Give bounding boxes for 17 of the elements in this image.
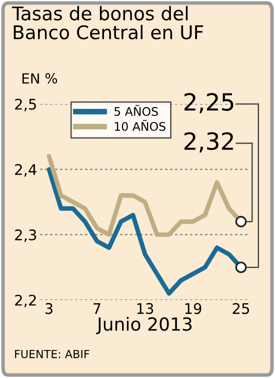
legend-label: 5 AÑOS: [114, 104, 158, 116]
x-tick-label: 19: [185, 303, 202, 314]
x-axis-title: Junio 2013: [96, 316, 192, 334]
annotation: 2,25: [184, 92, 234, 114]
y-tick-label: 2,4: [15, 164, 36, 177]
x-tick-label: 7: [94, 303, 100, 314]
y-tick-label: 2,2: [15, 294, 36, 308]
annotation: 2,32: [184, 132, 233, 152]
source-note: FUENTE: ABIF: [15, 350, 90, 358]
chart-title: Tasas de bonos del Banco Central en UF: [12, 6, 204, 40]
x-tick-label: 25: [232, 303, 250, 314]
y-tick-label: 2,3: [15, 229, 36, 242]
y-axis-title: EN %: [22, 73, 58, 84]
y-tick-label: 2,5: [15, 98, 36, 112]
x-tick-label: 13: [137, 303, 154, 314]
legend-label: 10 AÑOS: [114, 120, 166, 131]
x-tick-label: 3: [45, 303, 52, 314]
